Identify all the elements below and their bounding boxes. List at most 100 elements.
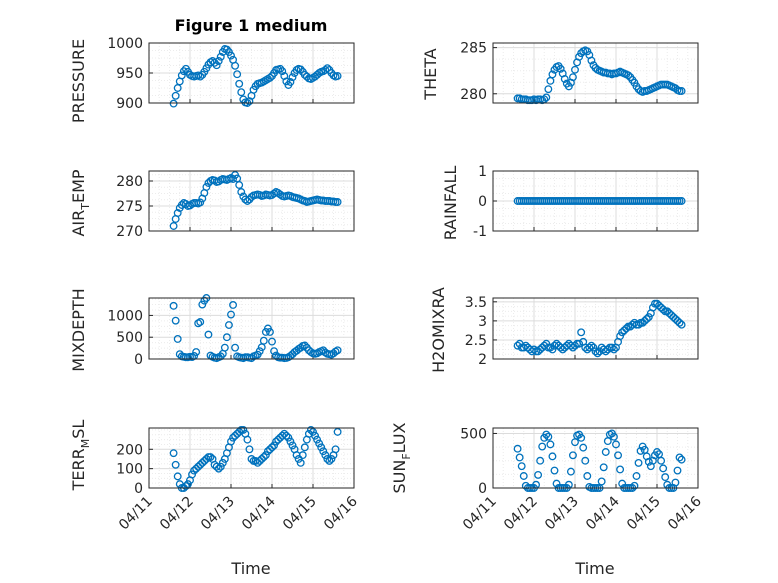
data-point: [517, 462, 526, 471]
ytick-label: 3.5: [465, 295, 487, 311]
data-point: [296, 65, 305, 74]
data-point: [227, 437, 235, 446]
data-point: [229, 175, 237, 183]
data-point: [577, 328, 586, 337]
axes-frame: [492, 42, 699, 104]
data-point: [610, 432, 618, 441]
ytick-label: -1: [473, 224, 487, 240]
data-point: [311, 431, 319, 440]
data-point: [597, 477, 606, 486]
data-point: [333, 427, 342, 436]
data-point: [259, 336, 268, 345]
ylabel-terrmsl-sub: M: [79, 439, 92, 449]
data-point: [657, 456, 666, 465]
ylabel-h2omixra: H2OMIXRA: [429, 287, 448, 373]
data-point: [577, 433, 586, 442]
data-point: [659, 464, 668, 473]
data-point: [216, 52, 225, 61]
data-point: [169, 301, 178, 310]
data-point: [286, 437, 295, 446]
data-point: [229, 301, 237, 309]
ytick-label: 900: [116, 96, 143, 112]
data-point: [632, 472, 641, 480]
ylabel-airtemp-rest: EMP: [69, 169, 88, 203]
data-point: [169, 222, 178, 230]
data-point: [276, 64, 285, 73]
data-point: [233, 70, 242, 79]
data-point: [593, 349, 602, 358]
data-point: [259, 453, 268, 461]
ylabel-rainfall: RAINFALL: [441, 166, 460, 241]
data-point: [333, 72, 342, 80]
data-point: [270, 347, 278, 356]
data-point: [612, 440, 620, 449]
data-point: [235, 79, 244, 88]
data-point: [548, 345, 557, 354]
ylabel-terrmsl-rest: SL: [69, 420, 88, 439]
data-point: [268, 443, 276, 452]
data-point: [677, 455, 686, 464]
data-point: [536, 456, 545, 465]
data-point: [327, 455, 336, 463]
data-point: [171, 91, 180, 100]
data-point: [296, 458, 305, 467]
data-point: [607, 343, 616, 352]
data-point: [188, 470, 196, 479]
axes-frame: [148, 427, 355, 489]
data-point: [675, 318, 684, 327]
data-point: [263, 447, 272, 456]
data-point: [227, 310, 235, 319]
data-point: [286, 78, 295, 86]
data-point: [192, 348, 201, 356]
ylabel-sunflux-rest: LUX: [390, 422, 409, 453]
data-point: [566, 467, 575, 476]
xlabel-right: Time: [574, 559, 614, 578]
data-point: [229, 433, 237, 442]
data-point: [673, 466, 682, 475]
data-point: [642, 315, 651, 323]
data-point: [298, 451, 307, 460]
ylabel-sunflux-sub: F: [400, 453, 413, 459]
data-point: [550, 466, 559, 475]
data-point: [317, 443, 326, 452]
data-point: [253, 458, 262, 467]
ytick-label: 1: [478, 164, 487, 180]
data-point: [243, 435, 252, 444]
data-point: [677, 197, 686, 205]
data-point: [653, 448, 661, 456]
data-point: [616, 465, 625, 474]
data-point: [591, 347, 600, 356]
data-point: [571, 65, 579, 74]
data-point: [284, 433, 293, 442]
data-point: [622, 324, 631, 333]
data-point: [239, 425, 248, 434]
data-point: [212, 61, 221, 70]
data-point: [266, 328, 274, 336]
data-point: [231, 343, 240, 352]
subplot-mixdepth: 0 500 1000: [107, 294, 355, 368]
data-point: [634, 320, 643, 329]
ylabel-mixdepth: MIXDEPTH: [69, 288, 88, 371]
data-point: [294, 455, 303, 463]
data-point: [214, 57, 223, 65]
ytick-label: 1000: [107, 36, 143, 52]
data-point: [224, 321, 233, 329]
data-point: [579, 443, 588, 452]
data-point: [333, 346, 342, 355]
data-point: [280, 429, 289, 438]
data-point: [204, 330, 213, 339]
data-point: [231, 431, 240, 440]
data-point: [300, 341, 309, 350]
ylabel-terrmsl: TERRMSL: [69, 420, 92, 492]
ylabel-sunflux: SUNFLUX: [390, 422, 413, 493]
ytick-label: 950: [116, 66, 143, 82]
figure-title: Figure 1 medium: [175, 16, 328, 35]
data-point: [560, 75, 569, 83]
data-point: [255, 347, 264, 356]
ylabel-airtemp-sub: T: [79, 203, 92, 211]
ytick-label: 270: [116, 224, 143, 240]
data-point: [196, 318, 205, 326]
data-point: [270, 441, 278, 450]
data-point: [235, 181, 244, 189]
